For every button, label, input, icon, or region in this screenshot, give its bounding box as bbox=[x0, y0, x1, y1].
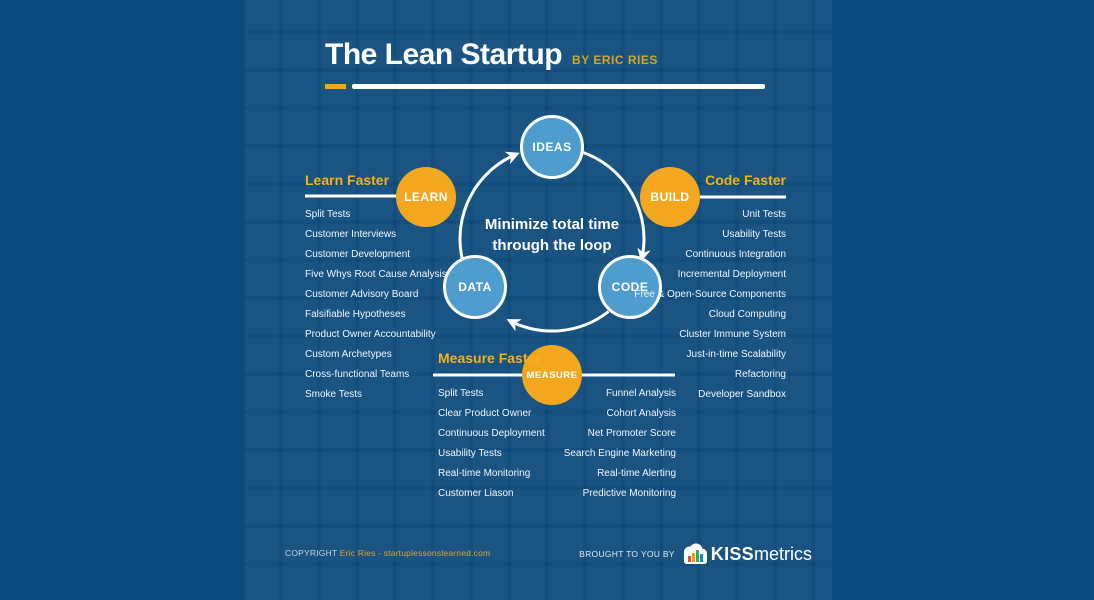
list-item: Falsifiable Hypotheses bbox=[305, 309, 406, 320]
list-item: Customer Interviews bbox=[305, 229, 397, 240]
list-item: Cloud Computing bbox=[708, 309, 786, 320]
title-underline bbox=[352, 84, 765, 89]
page-title: The Lean Startup bbox=[325, 38, 563, 71]
list-item: Clear Product Owner bbox=[438, 408, 532, 419]
loop-caption: Minimize total time through the loop bbox=[452, 214, 652, 256]
brought-by-label: BROUGHT TO YOU BY bbox=[579, 549, 675, 559]
list-item: Cross-functional Teams bbox=[305, 369, 410, 380]
copyright-text: Eric Ries - startuplessonslearned.com bbox=[339, 548, 491, 558]
background-grid-pattern bbox=[245, 0, 832, 600]
list-item: Continuous Integration bbox=[685, 249, 786, 260]
list-item: Refactoring bbox=[734, 369, 786, 380]
list-item: Usability Tests bbox=[438, 448, 502, 459]
measure-faster-list-left: Split Tests Clear Product Owner Continuous… bbox=[438, 384, 545, 504]
list-item: Product Owner Accountability bbox=[305, 329, 436, 340]
list-item: Incremental Deployment bbox=[677, 269, 786, 280]
node-data: DATA bbox=[443, 255, 507, 319]
measure-faster-list-right: Funnel Analysis Cohort Analysis Net Promot… bbox=[564, 384, 676, 504]
arc-ideas-to-code bbox=[579, 150, 651, 263]
copyright-line: COPYRIGHT Eric Ries - startuplessonslear… bbox=[285, 548, 490, 558]
list-item: Just-in-time Scalability bbox=[686, 349, 786, 360]
list-item: Search Engine Marketing bbox=[563, 448, 676, 459]
node-build: BUILD bbox=[640, 167, 700, 227]
list-item: Predictive Monitoring bbox=[582, 488, 676, 499]
code-faster-heading: Code Faster bbox=[705, 172, 786, 188]
node-ideas: IDEAS bbox=[520, 115, 584, 179]
node-measure: MEASURE bbox=[522, 345, 582, 405]
list-item: Split Tests bbox=[438, 388, 484, 399]
title-byline: BY ERIC RIES bbox=[572, 53, 658, 67]
code-faster-list: Unit Tests Usability Tests Continuous Inte… bbox=[634, 205, 786, 405]
list-item: Smoke Tests bbox=[305, 389, 363, 400]
brand-attribution: BROUGHT TO YOU BY KISSmetrics bbox=[579, 539, 812, 569]
node-learn: LEARN bbox=[396, 167, 456, 227]
copyright-label: COPYRIGHT bbox=[285, 548, 338, 558]
list-item: Unit Tests bbox=[742, 209, 786, 220]
kissmetrics-logo: KISSmetrics bbox=[682, 543, 812, 565]
list-item: Developer Sandbox bbox=[698, 389, 786, 400]
list-item: Customer Development bbox=[305, 249, 411, 260]
list-item: Free & Open-Source Components bbox=[634, 289, 786, 300]
title-row: The Lean Startup BY ERIC RIES bbox=[325, 38, 658, 72]
list-item: Five Whys Root Cause Analysis bbox=[305, 269, 447, 280]
list-item: Usability Tests bbox=[722, 229, 786, 240]
node-code: CODE bbox=[598, 255, 662, 319]
brand-name-rest: metrics bbox=[754, 543, 812, 564]
measure-faster-heading: Measure Faster bbox=[438, 350, 541, 366]
arc-data-to-ideas bbox=[458, 151, 520, 259]
list-item: Custom Archetypes bbox=[305, 349, 392, 360]
list-item: Customer Advisory Board bbox=[305, 289, 419, 300]
list-item: Customer Liason bbox=[438, 488, 514, 499]
list-item: Net Promoter Score bbox=[587, 428, 676, 439]
loop-caption-line2: through the loop bbox=[492, 237, 612, 254]
list-item: Split Tests bbox=[305, 209, 351, 220]
arc-code-to-data bbox=[506, 310, 610, 333]
learn-faster-list: Split Tests Customer Interviews Customer D… bbox=[305, 205, 447, 405]
list-item: Cohort Analysis bbox=[606, 408, 676, 419]
list-item: Real-time Monitoring bbox=[438, 468, 531, 479]
learn-faster-heading: Learn Faster bbox=[305, 172, 390, 188]
list-item: Continuous Deployment bbox=[438, 428, 545, 439]
list-item: Funnel Analysis bbox=[605, 388, 676, 399]
title-underline-accent bbox=[325, 84, 346, 89]
loop-caption-line1: Minimize total time bbox=[484, 216, 620, 233]
list-item: Real-time Alerting bbox=[597, 468, 676, 479]
kissmetrics-cloud-chart-icon bbox=[683, 543, 707, 564]
list-item: Cluster Immune System bbox=[679, 329, 786, 340]
brand-name-bold: KISS bbox=[710, 543, 754, 564]
